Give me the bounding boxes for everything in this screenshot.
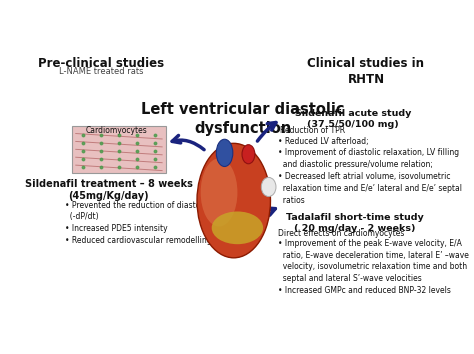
Text: Sildenafil treatment – 8 weeks
(45mg/Kg/day): Sildenafil treatment – 8 weeks (45mg/Kg/… bbox=[25, 179, 193, 201]
Text: • Prevented the reduction of diastolic relaxation
  (-dP/dt)
• Increased PDE5 in: • Prevented the reduction of diastolic r… bbox=[65, 201, 250, 245]
Text: Pre-clinical studies: Pre-clinical studies bbox=[38, 57, 164, 70]
Ellipse shape bbox=[197, 143, 271, 258]
Text: Reduction of TPR: Reduction of TPR bbox=[280, 126, 345, 135]
Text: • Improvement of the peak E-wave velocity, E/A
  ratio, E-wave deceleration time: • Improvement of the peak E-wave velocit… bbox=[278, 239, 469, 295]
Ellipse shape bbox=[212, 211, 263, 244]
FancyBboxPatch shape bbox=[72, 126, 166, 173]
Ellipse shape bbox=[216, 139, 233, 166]
Text: Direct effects on cardiomyocytes: Direct effects on cardiomyocytes bbox=[278, 229, 404, 238]
Text: Sildenafil acute study
(37.5/50/100 mg): Sildenafil acute study (37.5/50/100 mg) bbox=[295, 109, 411, 129]
Text: Clinical studies in
RHTN: Clinical studies in RHTN bbox=[308, 57, 425, 86]
Ellipse shape bbox=[261, 177, 276, 196]
Ellipse shape bbox=[201, 158, 237, 227]
Text: • Reduced LV afterload;
• Improvement of diastolic relaxation, LV filling
  and : • Reduced LV afterload; • Improvement of… bbox=[278, 137, 462, 205]
Ellipse shape bbox=[242, 145, 255, 164]
Text: Tadalafil short-time study
( 20 mg/day - 2 weeks): Tadalafil short-time study ( 20 mg/day -… bbox=[286, 213, 424, 233]
Text: Left ventricular diastolic
dysfunction: Left ventricular diastolic dysfunction bbox=[141, 102, 345, 136]
Text: L-NAME treated rats: L-NAME treated rats bbox=[59, 67, 144, 76]
Text: Cardiomyocytes: Cardiomyocytes bbox=[85, 126, 147, 135]
